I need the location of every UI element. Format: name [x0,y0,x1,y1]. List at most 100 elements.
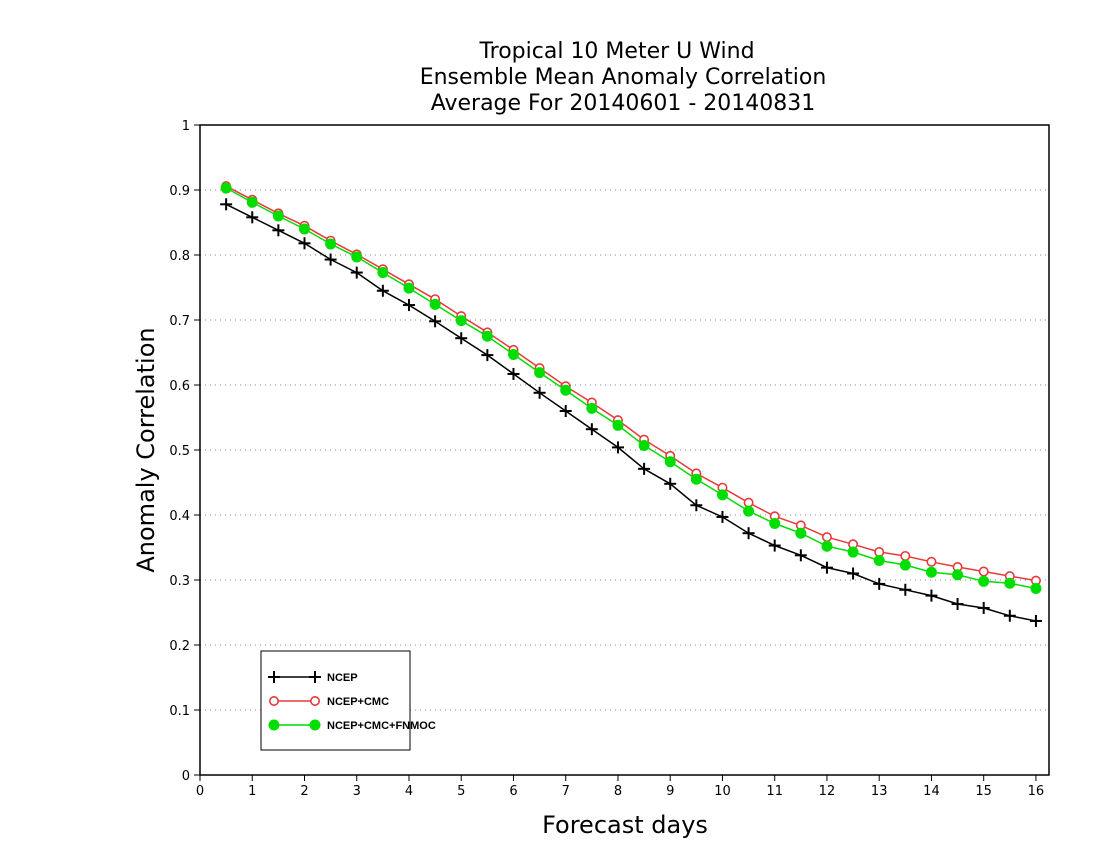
data-point [1030,582,1042,594]
data-point [246,211,259,224]
data-point [351,251,363,263]
data-point [481,349,494,362]
data-point [325,238,337,250]
data-point [481,330,493,342]
x-tick-label: 5 [457,784,465,799]
data-point [455,332,468,345]
data-point [429,298,441,310]
data-point [638,462,651,475]
title-line-3: Average For 20140601 - 20140831 [431,91,816,116]
data-point [220,182,232,194]
series-line [225,185,1037,582]
data-point [951,598,964,611]
data-point [742,527,755,540]
data-point [350,266,363,279]
data-point [716,489,728,501]
series-ncep-cmc-fnmoc [220,182,1042,594]
legend-marker-end [309,695,320,706]
x-tick-label: 16 [1028,784,1045,799]
y-tick-label: 0.2 [169,639,190,654]
y-tick-label: 0.5 [169,444,190,459]
data-point [716,510,729,523]
data-point [638,439,650,451]
x-tick-label: 9 [666,784,674,799]
data-point [1003,609,1016,622]
data-point [272,224,285,237]
data-point [455,315,467,327]
data-point [533,386,546,399]
x-tick-label: 7 [562,784,570,799]
legend-item: NCEP+CMC [268,695,389,708]
y-axis: 0 0.1 0.2 0.3 0.4 0.5 0.6 0.7 0.8 0.9 1 [169,119,200,784]
data-point [586,402,598,414]
data-point [978,575,990,587]
data-point [899,559,911,571]
y-tick-label: 0.4 [169,509,190,524]
data-point [873,577,886,590]
series-ncep-cmc [221,181,1041,586]
legend-label: NCEP [327,672,358,684]
data-point [1004,577,1016,589]
data-point [612,419,624,431]
title-line-1: Tropical 10 Meter U Wind [478,39,754,64]
y-tick-label: 0.1 [169,704,190,719]
legend-item: NCEP+CMC+FNMOC [268,719,436,732]
data-point [821,540,833,552]
x-tick-label: 14 [923,784,940,799]
data-point [900,550,911,561]
x-tick-label: 15 [975,784,992,799]
x-tick-label: 3 [353,784,361,799]
data-point [873,555,885,566]
data-point [507,348,519,360]
y-tick-label: 0.3 [169,574,190,589]
data-point [429,315,442,328]
data-point [298,223,310,235]
data-point [534,367,546,379]
data-point [559,405,572,417]
data-point [690,473,702,485]
data-point [664,477,677,490]
data-point [1029,614,1042,627]
data-point [690,499,703,512]
data-point [246,196,258,208]
gridlines [200,189,1049,711]
legend-marker-end [309,671,321,683]
legend-marker-start [268,671,280,683]
data-point [977,601,990,614]
data-point [585,423,598,436]
data-point [377,267,389,279]
y-tick-label: 0.8 [169,249,190,264]
legend-item: NCEP [268,671,358,684]
x-tick-label: 6 [509,784,517,799]
x-tick-label: 1 [248,784,256,799]
data-point [847,546,859,558]
x-axis: 0 1 2 3 4 5 6 7 8 9 10 11 12 13 14 15 16 [196,775,1044,799]
data-point [402,299,415,312]
x-tick-label: 11 [766,784,783,799]
data-point [952,569,964,581]
data-point [272,210,284,222]
legend-label: NCEP+CMC+FNMOC [327,720,436,732]
data-point [821,532,832,543]
x-tick-label: 10 [714,784,731,799]
series-layer [220,181,1042,627]
data-point [769,517,781,529]
data-point [507,367,520,380]
data-point [743,505,755,517]
legend-marker-start [268,695,279,706]
legend-marker-start [268,719,280,731]
data-point [820,561,833,574]
data-point [794,549,807,562]
data-point [403,282,415,294]
y-tick-label: 1 [182,119,190,134]
data-point [768,539,781,552]
data-point [324,253,337,266]
series-line [225,187,1037,590]
data-point [611,441,624,454]
x-tick-label: 0 [196,784,204,799]
data-point [220,198,233,211]
x-tick-label: 13 [871,784,888,799]
y-tick-label: 0.6 [169,379,190,394]
y-tick-label: 0 [182,769,190,784]
